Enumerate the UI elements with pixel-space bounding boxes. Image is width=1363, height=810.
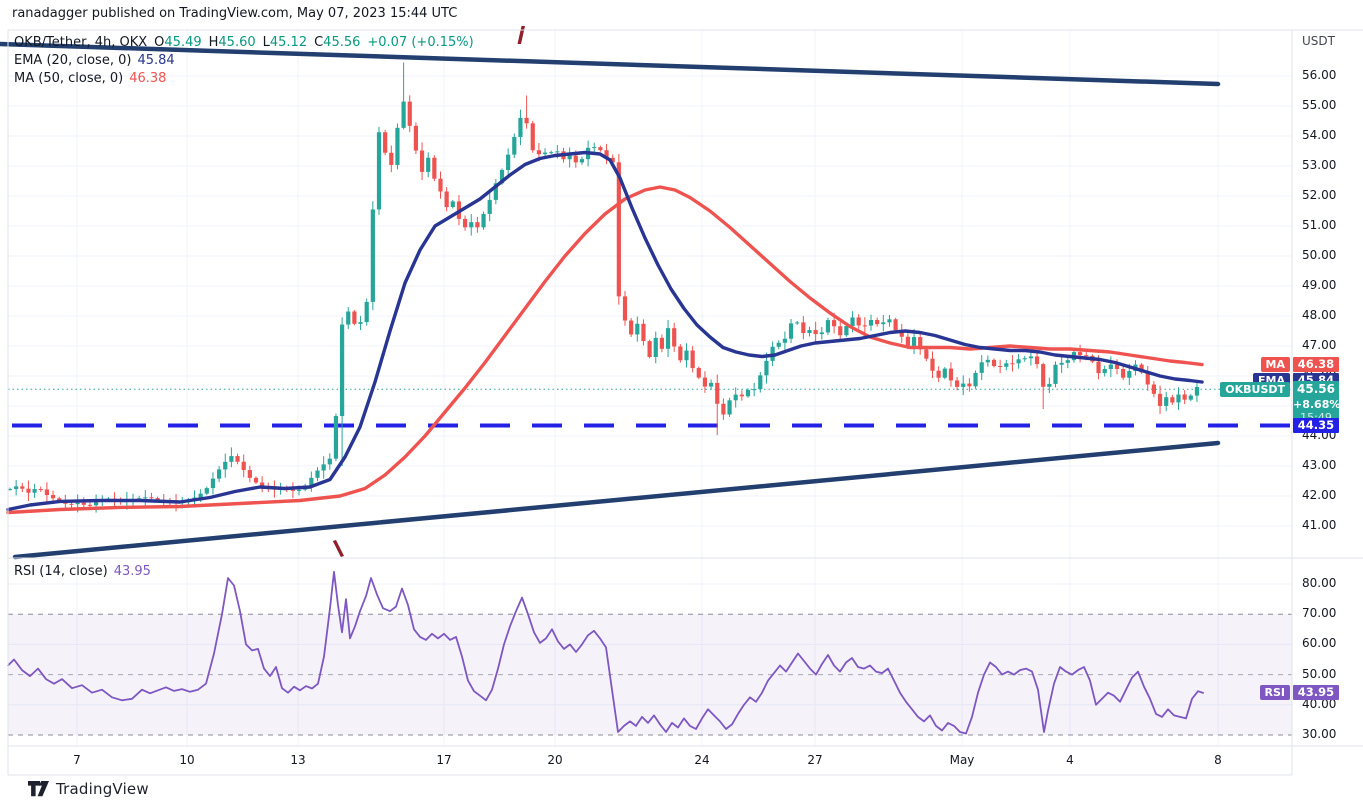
price-tick-label: 49.00 [1302, 278, 1337, 292]
price-tick-label: 55.00 [1302, 98, 1337, 112]
rsi-legend-row[interactable]: RSI (14, close) 43.95 [14, 564, 151, 579]
rsi-tick-label: 50.00 [1302, 666, 1337, 681]
time-tick-label: 20 [547, 753, 563, 767]
time-tick-label: 4 [1066, 753, 1074, 767]
ema-legend-row[interactable]: EMA (20, close, 0) 45.84 [14, 53, 175, 68]
ma-legend-row[interactable]: MA (50, close, 0) 46.38 [14, 71, 166, 86]
rsi-label: RSI (14, close) [14, 564, 108, 579]
time-tick-label: 10 [179, 753, 195, 767]
ohlc-value: 45.56 [323, 35, 361, 50]
time-tick-label: 24 [694, 753, 710, 767]
symbol-legend-row[interactable]: OKB/Tether, 4h, OKX O45.49 H45.60 L45.12 C45… [14, 35, 474, 50]
rsi-value-badge: 43.95 [1293, 685, 1339, 701]
session-change-pct: +8.68% [1293, 397, 1341, 411]
ma-price-badge: 46.38 [1293, 357, 1339, 373]
rsi-tick-label: 40.00 [1302, 696, 1337, 711]
rsi-value: 43.95 [113, 564, 151, 579]
price-tick-label: 43.00 [1302, 458, 1337, 472]
price-tick-label: 51.00 [1302, 218, 1337, 232]
tradingview-brand-text: TradingView [56, 780, 149, 798]
rsi-tick-label: 30.00 [1302, 727, 1337, 741]
price-axis-currency: USDT [1302, 34, 1335, 48]
time-tick-label: 27 [807, 753, 823, 767]
price-tick-label: 48.00 [1302, 308, 1337, 322]
rsi-tick-label: 80.00 [1302, 576, 1337, 590]
rsi-axis-pill: RSI [1259, 685, 1290, 701]
rsi-tick-label: 60.00 [1302, 636, 1337, 651]
price-tick-label: 56.00 [1302, 68, 1337, 82]
price-tick-label: 53.00 [1302, 158, 1337, 172]
ma-label: MA (50, close, 0) [14, 71, 124, 86]
ohlc-key: H [208, 35, 219, 50]
time-tick-label: 8 [1214, 753, 1222, 767]
publish-info: ranadagger published on TradingView.com,… [12, 6, 458, 21]
last-price-value: 45.56 [1297, 381, 1335, 396]
ohlc-key: O [154, 35, 165, 50]
tradingview-logo[interactable]: TradingView [28, 780, 149, 798]
ohlc-values: O45.49 H45.60 L45.12 C45.56 [147, 35, 360, 50]
price-tick-label: 47.00 [1302, 338, 1337, 352]
price-tick-label: 41.00 [1302, 518, 1337, 532]
symbol-axis-pill: OKBUSDT [1220, 381, 1290, 397]
ema-value: 45.84 [137, 53, 175, 68]
ohlc-key: L [262, 35, 270, 50]
rsi-tick-label: 70.00 [1302, 606, 1337, 621]
time-tick-label: 17 [436, 753, 452, 767]
change-value: +0.07 (+0.15%) [367, 35, 474, 50]
tradingview-mark-icon [28, 781, 49, 797]
price-tick-label: 42.00 [1302, 488, 1337, 502]
ema-label: EMA (20, close, 0) [14, 53, 132, 68]
price-tick-label: 54.00 [1302, 128, 1337, 142]
time-tick-label: 13 [290, 753, 306, 767]
ohlc-key: C [314, 35, 324, 50]
time-tick-label: May [949, 753, 975, 767]
ohlc-value: 45.12 [269, 35, 308, 50]
time-tick-label: 7 [73, 753, 81, 767]
symbol-title: OKB/Tether, 4h, OKX [14, 35, 148, 50]
ma-axis-pill: MA [1260, 357, 1290, 373]
support-level-badge: 44.35 [1293, 418, 1339, 433]
last-price-badge: 45.56 +8.68% 15:49 [1293, 380, 1341, 424]
ohlc-value: 45.60 [218, 35, 256, 50]
price-tick-label: 50.00 [1302, 248, 1337, 262]
ohlc-value: 45.49 [164, 35, 202, 50]
price-tick-label: 52.00 [1302, 188, 1337, 202]
ma-value: 46.38 [129, 71, 167, 86]
